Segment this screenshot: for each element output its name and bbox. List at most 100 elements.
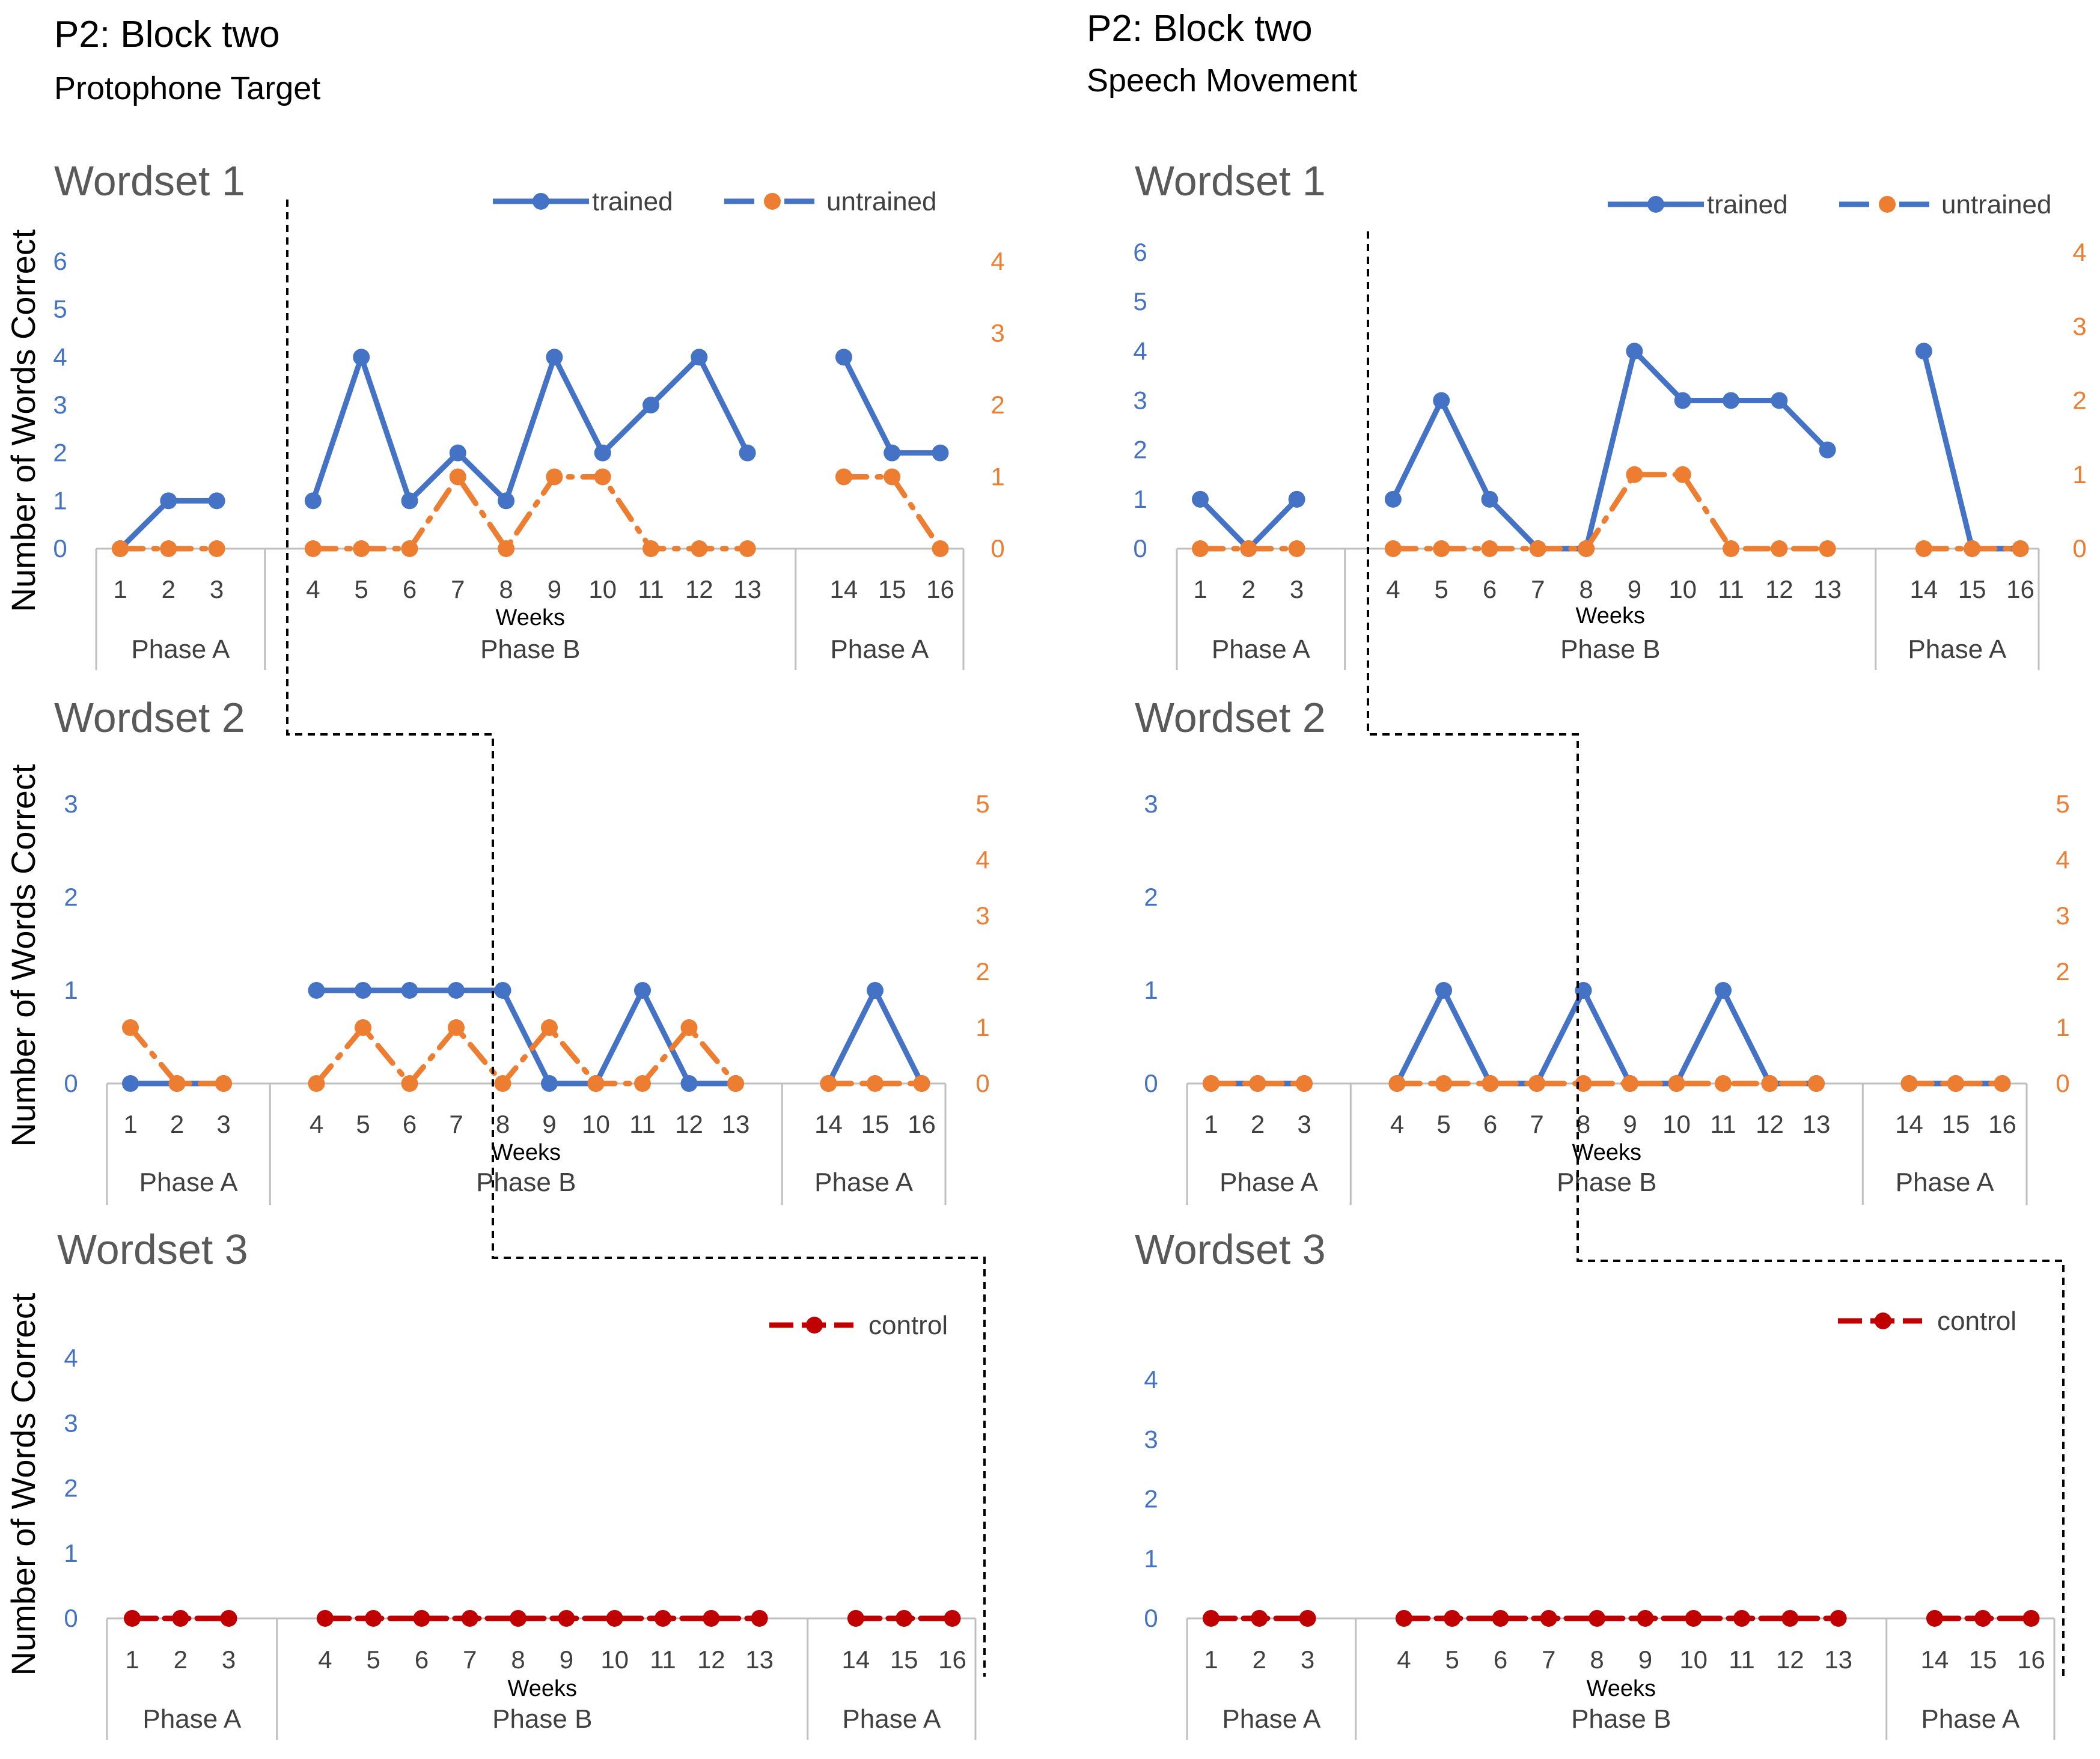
y-tick-label: 4 <box>1144 1365 1158 1394</box>
phase-label: Phase A <box>1908 635 2007 664</box>
x-axis-title: Weeks <box>492 1140 561 1165</box>
data-point-untrained <box>1482 1075 1499 1092</box>
data-point-untrained <box>1578 540 1595 557</box>
x-tick-label: 16 <box>938 1645 966 1674</box>
y-axis-title: Number of Words Correct <box>4 1293 42 1675</box>
phase-label: Phase A <box>814 1168 914 1197</box>
y-right-tick-label: 0 <box>975 1069 989 1097</box>
data-point-trained <box>634 982 651 999</box>
series-line-trained <box>314 987 739 1087</box>
x-tick-label: 10 <box>1668 575 1697 603</box>
legend-marker-trained <box>533 193 549 210</box>
x-tick-label: 5 <box>355 575 368 603</box>
x-tick-label: 5 <box>1445 1645 1459 1674</box>
x-tick-label: 16 <box>2006 575 2034 603</box>
data-point-control <box>655 1610 671 1627</box>
data-point-trained <box>1435 982 1452 999</box>
data-point-trained <box>498 492 515 510</box>
data-point-control <box>413 1610 430 1627</box>
x-tick-label: 15 <box>1958 575 1986 603</box>
x-tick-label: 2 <box>1253 1645 1266 1674</box>
y-tick-label: 2 <box>64 883 78 911</box>
data-point-trained <box>1915 343 1932 360</box>
phase-label: Phase B <box>492 1704 592 1734</box>
legend-label-untrained: untrained <box>1941 190 2051 219</box>
x-tick-label: 9 <box>560 1645 573 1674</box>
x-tick-label: 5 <box>367 1645 380 1674</box>
series-line-untrained <box>1390 472 1831 552</box>
y-right-tick-label: 5 <box>2056 790 2069 818</box>
phase-label: Phase A <box>830 635 929 664</box>
y-right-tick-label: 1 <box>975 1013 989 1041</box>
data-point-control <box>1251 1610 1268 1627</box>
x-tick-label: 11 <box>1710 1110 1736 1138</box>
x-tick-label: 3 <box>1297 1110 1311 1138</box>
y-right-tick-label: 1 <box>990 463 1004 491</box>
data-point-untrained <box>884 468 901 486</box>
data-point-untrained <box>546 468 563 486</box>
data-point-control <box>365 1610 382 1627</box>
x-tick-label: 6 <box>403 1110 417 1138</box>
y-tick-label: 3 <box>53 391 67 419</box>
x-tick-label: 14 <box>1921 1645 1949 1674</box>
y-tick-label: 2 <box>1144 1485 1158 1513</box>
y-right-tick-label: 4 <box>2072 238 2086 266</box>
x-tick-label: 15 <box>1942 1110 1970 1138</box>
x-tick-label: 1 <box>113 575 127 603</box>
data-point-untrained <box>1192 540 1209 557</box>
data-point-untrained <box>1249 1075 1266 1092</box>
x-tick-label: 5 <box>1435 575 1448 603</box>
y-tick-label: 1 <box>64 976 78 1004</box>
y-right-tick-label: 4 <box>2056 846 2069 874</box>
x-tick-label: 2 <box>162 575 176 603</box>
y-right-tick-label: 4 <box>990 247 1004 275</box>
y-right-tick-label: 1 <box>2056 1013 2069 1041</box>
x-tick-label: 15 <box>890 1645 918 1674</box>
legend-marker-untrained <box>1879 196 1896 213</box>
y-tick-label: 0 <box>64 1604 78 1632</box>
legend-marker-untrained <box>764 193 781 210</box>
data-point-control <box>1444 1610 1461 1627</box>
data-point-untrained <box>835 468 852 486</box>
x-tick-label: 8 <box>496 1110 510 1138</box>
data-point-untrained <box>1715 1075 1732 1092</box>
data-point-untrained <box>932 540 949 557</box>
data-point-trained <box>643 397 659 413</box>
phase-label: Phase A <box>1896 1168 1995 1197</box>
phase-label: Phase A <box>1219 1168 1319 1197</box>
series-line-trained <box>310 354 751 504</box>
series-line-untrained <box>314 1025 739 1087</box>
data-point-untrained <box>727 1075 744 1092</box>
data-point-control <box>1926 1610 1943 1627</box>
y-tick-label: 3 <box>64 1409 78 1437</box>
x-tick-label: 6 <box>1483 1110 1497 1138</box>
y-tick-label: 1 <box>64 1539 78 1567</box>
data-point-untrained <box>494 1075 511 1092</box>
data-point-untrained <box>1384 540 1402 557</box>
x-tick-label: 14 <box>1895 1110 1923 1138</box>
data-point-untrained <box>1915 540 1932 557</box>
chart-title: Wordset 2 <box>54 694 245 741</box>
data-point-trained <box>304 492 322 510</box>
data-point-untrained <box>541 1019 558 1036</box>
x-tick-label: 2 <box>174 1645 188 1674</box>
x-tick-label: 10 <box>582 1110 610 1138</box>
data-point-untrained <box>160 540 177 557</box>
data-point-untrained <box>1819 540 1836 557</box>
y-right-tick-label: 0 <box>2056 1069 2069 1097</box>
x-tick-label: 1 <box>123 1110 137 1138</box>
x-tick-label: 7 <box>1530 1110 1543 1138</box>
x-tick-label: 11 <box>629 1110 656 1138</box>
data-point-control <box>896 1610 913 1627</box>
phase-label: Phase A <box>1222 1704 1321 1734</box>
data-point-untrained <box>122 1019 139 1036</box>
x-tick-label: 13 <box>1813 575 1842 603</box>
data-point-trained <box>208 492 225 510</box>
data-point-untrained <box>1435 1075 1452 1092</box>
x-tick-label: 2 <box>170 1110 184 1138</box>
data-point-untrained <box>208 540 225 557</box>
